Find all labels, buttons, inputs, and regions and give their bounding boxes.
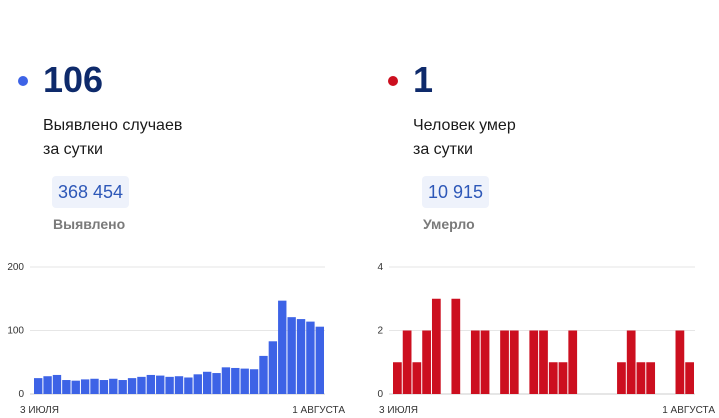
deaths-bar-chart: 0 2 4 3 ИЮЛЯ 1 АВГУСТА: [377, 262, 715, 416]
bar: [221, 367, 231, 394]
deaths-description: Человек умер за сутки: [413, 114, 663, 162]
bar: [431, 298, 441, 394]
bar: [412, 362, 422, 394]
bar: [34, 378, 43, 394]
x-axis-end-label: 1 АВГУСТА: [662, 405, 715, 416]
bar: [43, 376, 52, 394]
bar: [193, 374, 202, 394]
bar: [685, 362, 694, 394]
bar: [99, 380, 109, 394]
bar: [296, 319, 306, 394]
deaths-panel: 1 Человек умер за сутки 10 915 Умерло 0 2…: [370, 0, 715, 418]
bar: [393, 362, 402, 394]
bar: [156, 375, 165, 394]
x-axis-start-label: 3 ИЮЛЯ: [20, 405, 59, 416]
bar: [500, 330, 509, 394]
cases-total-badge: 368 454: [52, 176, 130, 208]
y-tick-label: 200: [7, 262, 24, 273]
bar: [118, 380, 127, 394]
bar: [71, 380, 80, 394]
bar: [675, 330, 685, 394]
bar: [174, 376, 184, 394]
bar: [165, 376, 174, 394]
x-axis-end-label: 1 АВГУСТА: [292, 405, 345, 416]
bar: [249, 369, 259, 394]
bar: [259, 355, 268, 394]
bar: [470, 330, 480, 394]
bar: [109, 378, 118, 394]
cases-today-value: 106: [43, 59, 104, 100]
deaths-description-line2: за сутки: [413, 141, 473, 158]
y-tick-label: 4: [377, 262, 383, 273]
bar: [636, 362, 646, 394]
bar: [646, 362, 656, 394]
cases-description-line2: за сутки: [43, 141, 103, 158]
bar: [146, 374, 156, 394]
bar: [306, 321, 315, 394]
bar: [202, 371, 212, 394]
bar: [80, 379, 90, 394]
bar: [212, 373, 221, 394]
bar: [539, 330, 548, 394]
cases-panel: 106 Выявлено случаев за сутки 368 454 Вы…: [0, 0, 345, 418]
bar: [558, 362, 568, 394]
bar: [127, 378, 137, 394]
bar: [278, 300, 287, 394]
bar: [137, 376, 146, 394]
deaths-total-badge: 10 915: [422, 176, 490, 208]
bar: [422, 330, 431, 394]
y-tick-label: 2: [377, 326, 383, 337]
bar: [548, 362, 558, 394]
bar: [568, 330, 578, 394]
x-axis-start-label: 3 ИЮЛЯ: [379, 405, 418, 416]
bar: [402, 330, 412, 394]
bar: [287, 317, 296, 394]
deaths-total-label: Умерло: [423, 216, 475, 232]
bar: [451, 298, 461, 394]
bar: [617, 362, 626, 394]
deaths-dot-icon: [388, 76, 398, 86]
deaths-today-value: 1: [413, 59, 434, 100]
cases-dot-icon: [18, 76, 28, 86]
cases-total-label: Выявлено: [53, 216, 126, 232]
y-tick-label: 100: [7, 326, 24, 337]
bar: [509, 330, 519, 394]
bar: [529, 330, 539, 394]
bar: [268, 341, 278, 394]
bar: [231, 367, 240, 394]
bar: [240, 368, 249, 394]
bar: [52, 374, 62, 394]
bar: [315, 326, 324, 394]
y-tick-label: 0: [18, 389, 24, 400]
bar: [184, 377, 193, 394]
bar: [90, 378, 99, 394]
cases-description: Выявлено случаев за сутки: [43, 114, 293, 162]
bar: [480, 330, 490, 394]
cases-bar-chart: 0 100 200 3 ИЮЛЯ 1 АВГУСТА: [7, 262, 345, 416]
bar: [626, 330, 636, 394]
cases-description-line1: Выявлено случаев: [43, 117, 183, 134]
y-tick-label: 0: [377, 389, 383, 400]
bar: [62, 380, 71, 394]
deaths-description-line1: Человек умер: [413, 117, 516, 134]
